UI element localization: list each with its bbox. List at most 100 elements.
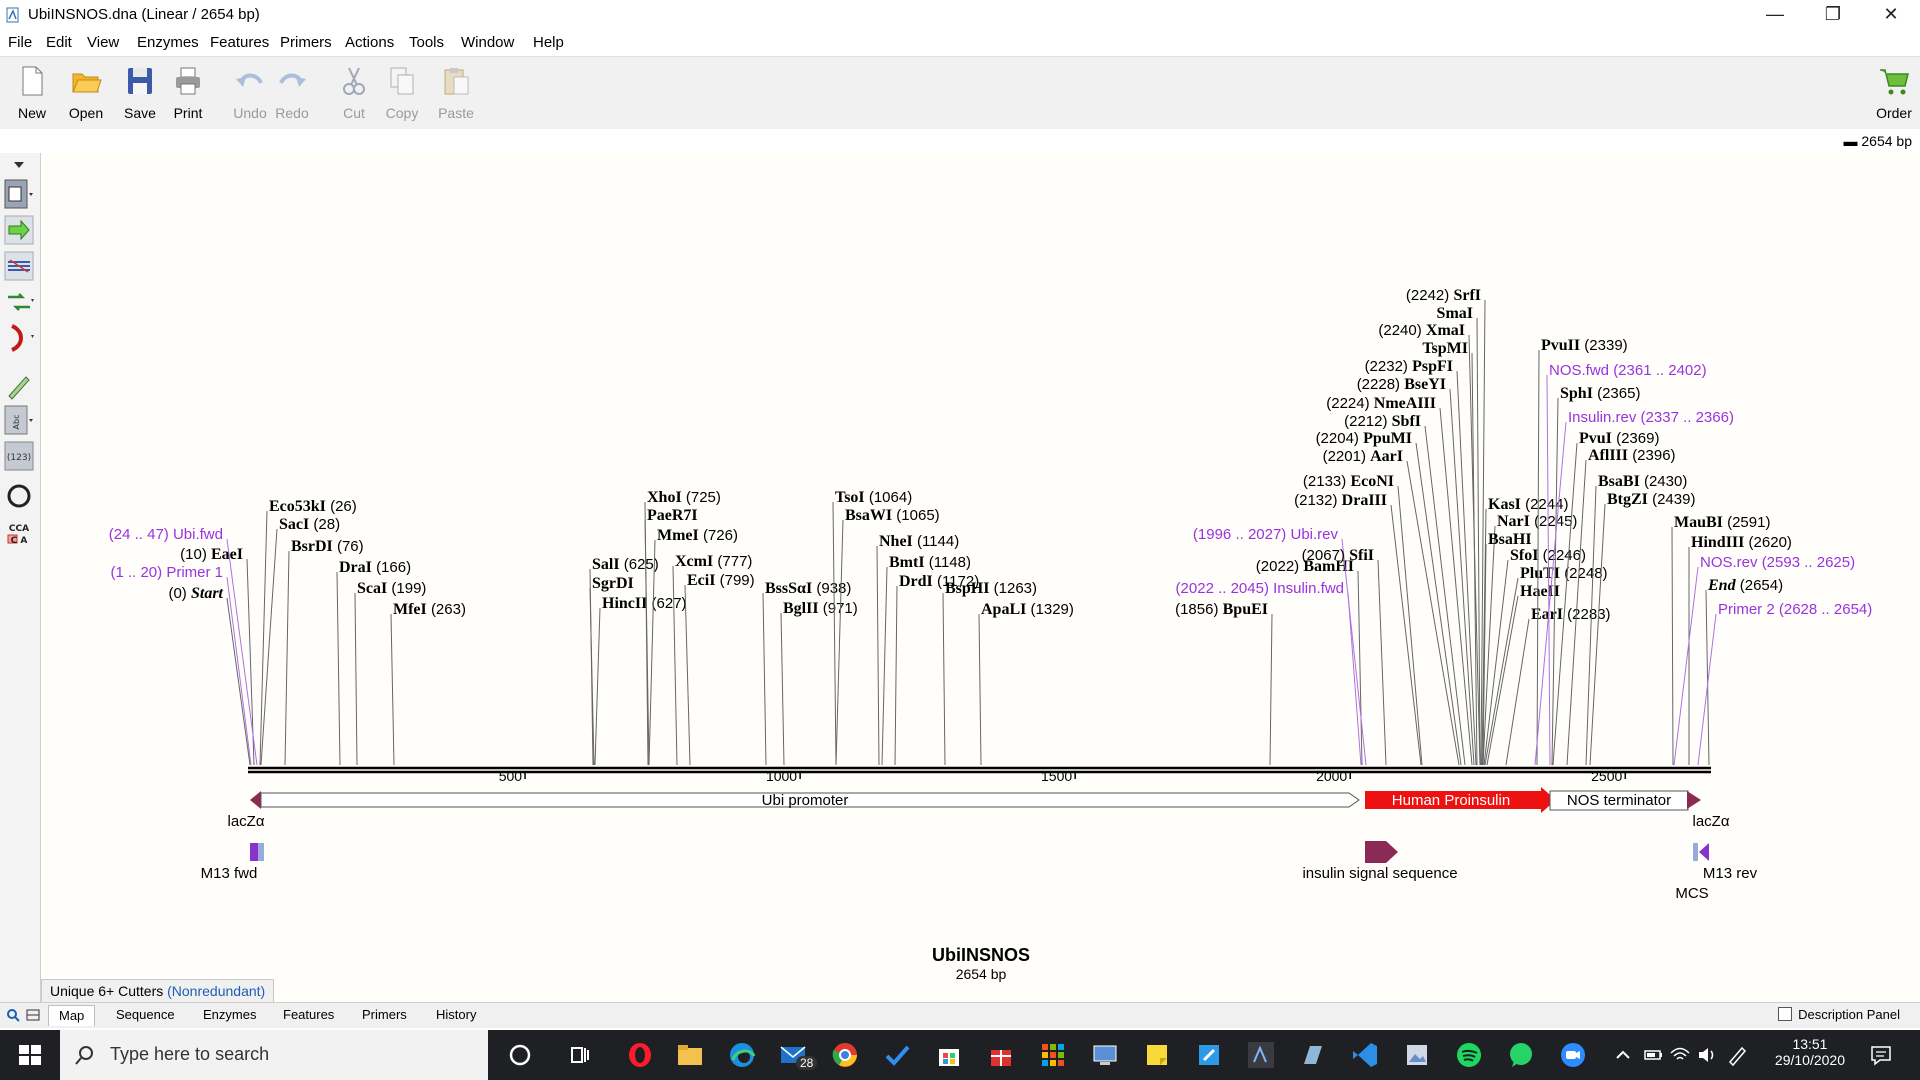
restriction-site-label[interactable]: (2132) DraIII (1294, 492, 1387, 509)
redo-button[interactable]: Redo (266, 63, 318, 125)
restriction-site-label[interactable]: (2067) SfiI (1302, 547, 1374, 564)
cut-button[interactable]: Cut (328, 63, 380, 125)
restriction-site-label[interactable]: DraI (166) (339, 559, 411, 576)
restriction-site-label[interactable]: (0) Start (168, 585, 223, 602)
restriction-site-label[interactable]: BsaWI (1065) (845, 507, 940, 524)
menu-help[interactable]: Help (533, 34, 564, 51)
restriction-site-label[interactable]: (2201) AarI (1323, 448, 1403, 465)
zoom-icon[interactable] (1558, 1040, 1588, 1070)
chevron-up-icon[interactable] (1608, 1040, 1638, 1070)
menu-view[interactable]: View (87, 34, 120, 51)
menu-primers[interactable]: Primers (280, 34, 332, 51)
restriction-site-label[interactable]: BtgZI (2439) (1607, 491, 1695, 508)
undo-button[interactable]: Undo (224, 63, 276, 125)
restriction-site-label[interactable]: MmeI (726) (657, 527, 738, 544)
enzyme-set-selector[interactable]: Unique 6+ Cutters (Nonredundant) (41, 979, 275, 1003)
minimize-button[interactable]: — (1766, 4, 1784, 24)
tab-primers[interactable]: Primers (362, 1007, 407, 1022)
task-view-icon[interactable] (565, 1040, 595, 1070)
restriction-site-label[interactable]: HincII (627) (602, 595, 687, 612)
sequence-map-svg[interactable]: (0) Start (1 .. 20) Primer 1(10) EaeI (24 … (41, 153, 1920, 1005)
restriction-site-label[interactable]: ScaI (199) (357, 580, 426, 597)
restriction-site-label[interactable]: (2204) PpuMI (1316, 430, 1412, 447)
select-tool-icon[interactable] (4, 179, 34, 209)
restriction-site-label[interactable]: PluTI (2248) (1520, 565, 1608, 582)
tab-history[interactable]: History (436, 1007, 477, 1022)
paste-button[interactable]: Paste (430, 63, 482, 125)
restriction-site-label[interactable]: AflIII (2396) (1588, 447, 1676, 464)
tab-enzymes[interactable]: Enzymes (203, 1007, 257, 1022)
menu-edit[interactable]: Edit (46, 34, 72, 51)
restriction-site-label[interactable]: Eco53kI (26) (269, 498, 357, 515)
sticky-notes-icon[interactable] (1142, 1040, 1172, 1070)
menu-window[interactable]: Window (461, 34, 515, 51)
restriction-site-label[interactable]: MfeI (263) (393, 601, 466, 618)
office-grid-icon[interactable] (1038, 1040, 1068, 1070)
whatsapp-icon[interactable] (1506, 1040, 1536, 1070)
print-button[interactable]: Print (162, 63, 214, 125)
lacz-right-arrow[interactable] (1687, 791, 1701, 809)
restriction-site-label[interactable]: BmtI (1148) (889, 554, 971, 571)
text-label-tool-icon[interactable]: Abc (4, 405, 34, 435)
restriction-site-label[interactable]: (24 .. 47) Ubi.fwd (109, 526, 223, 543)
restriction-site-label[interactable]: (1856) BpuEI (1175, 601, 1268, 618)
pencil-tool-icon[interactable] (4, 371, 34, 401)
tab-map[interactable]: Map (48, 1005, 96, 1026)
restriction-site-label[interactable]: EarI (2283) (1531, 606, 1611, 623)
save-button[interactable]: Save (114, 63, 166, 125)
restriction-site-label[interactable]: Primer 2 (2628 .. 2654) (1718, 601, 1872, 618)
restriction-site-label[interactable]: (2224) NmeAIII (1326, 395, 1436, 412)
store-bag-icon[interactable] (934, 1040, 964, 1070)
restriction-site-label[interactable]: PvuI (2369) (1579, 430, 1659, 447)
order-button[interactable]: Order (1868, 63, 1920, 125)
taskbar-clock[interactable]: 13:51 29/10/2020 (1775, 1036, 1845, 1068)
vscode-icon[interactable] (1350, 1040, 1380, 1070)
human-proinsulin-feature[interactable] (1365, 787, 1556, 813)
new-button[interactable]: New (6, 63, 58, 125)
ubi-promoter-feature[interactable] (260, 792, 1360, 808)
menu-features[interactable]: Features (210, 34, 270, 51)
restriction-site-label[interactable]: XcmI (777) (675, 553, 752, 570)
lacz-left-arrow[interactable] (250, 791, 261, 809)
cortana-circle-icon[interactable] (505, 1040, 535, 1070)
restriction-site-label[interactable]: (1 .. 20) Primer 1 (110, 564, 223, 581)
restriction-site-label[interactable]: HaeII (1520, 583, 1560, 600)
restriction-site-label[interactable]: (2240) XmaI (1378, 322, 1465, 339)
open-button[interactable]: Open (60, 63, 112, 125)
restriction-site-label[interactable]: EciI (799) (687, 572, 755, 589)
strands-tool-icon[interactable] (4, 251, 34, 281)
snapgene-taskbar-icon[interactable] (1246, 1040, 1276, 1070)
pen-ink-icon[interactable] (1722, 1040, 1752, 1070)
restriction-site-label[interactable]: TsoI (1064) (835, 489, 912, 506)
circular-toggle-icon[interactable] (4, 323, 34, 353)
restriction-site-label[interactable]: NOS.rev (2593 .. 2625) (1700, 554, 1855, 571)
panel-layout-icon[interactable] (26, 1008, 40, 1022)
topology-circle-icon[interactable] (4, 481, 34, 511)
restriction-site-label[interactable]: (2022 .. 2045) Insulin.fwd (1176, 580, 1344, 597)
restriction-site-label[interactable]: XhoI (725) (647, 489, 721, 506)
menu-enzymes[interactable]: Enzymes (137, 34, 199, 51)
restriction-site-label[interactable]: NheI (1144) (879, 533, 959, 550)
restriction-site-label[interactable]: NarI (2245) (1497, 513, 1577, 530)
edge-browser-icon[interactable] (727, 1040, 757, 1070)
restriction-site-label[interactable]: End (2654) (1707, 577, 1783, 594)
restriction-site-label[interactable]: DrdI (1172) (899, 573, 979, 590)
spotify-icon[interactable] (1454, 1040, 1484, 1070)
feature-arrow-tool-icon[interactable] (4, 215, 34, 245)
collapse-arrow-icon[interactable] (4, 157, 34, 173)
restriction-site-label[interactable]: SgrDI (592, 575, 634, 592)
restriction-site-label[interactable]: (10) EaeI (180, 546, 243, 563)
map-canvas[interactable]: (0) Start (1 .. 20) Primer 1 (10) EaeI (24 … (41, 153, 1920, 1005)
battery-icon[interactable] (1638, 1040, 1668, 1070)
m13-rev-primer-mark[interactable] (1699, 843, 1709, 861)
restriction-site-label[interactable]: BsaHI (1488, 531, 1532, 548)
restriction-site-label[interactable]: (2228) BseYI (1357, 376, 1446, 393)
restriction-site-label[interactable]: PvuII (2339) (1541, 337, 1628, 354)
restriction-site-label[interactable]: (2232) PspFI (1365, 358, 1453, 375)
close-button[interactable]: ✕ (1883, 4, 1899, 24)
restriction-site-label[interactable]: KasI (2244) (1488, 496, 1568, 513)
restriction-site-label[interactable]: PaeR7I (647, 507, 698, 524)
photos-icon[interactable] (1402, 1040, 1432, 1070)
restriction-site-label[interactable]: HindIII (2620) (1691, 534, 1792, 551)
volume-icon[interactable] (1692, 1040, 1722, 1070)
